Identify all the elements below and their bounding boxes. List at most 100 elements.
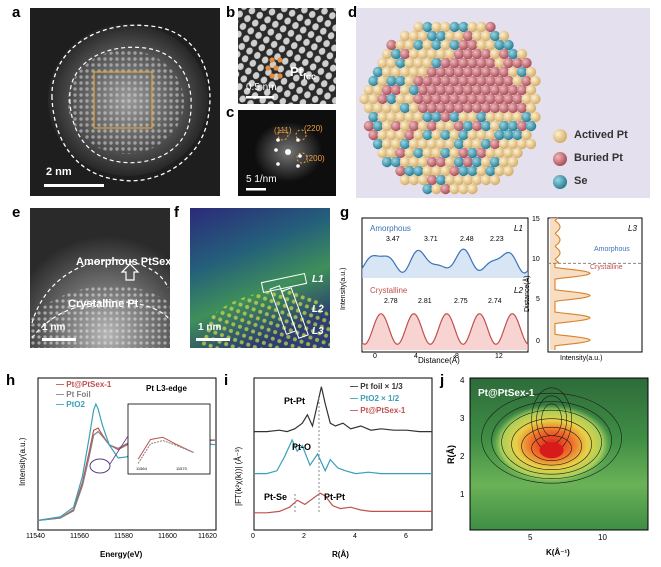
g-right-plot — [548, 217, 642, 350]
surface-atom — [377, 129, 388, 141]
surface-atom — [381, 156, 393, 168]
surface-atom — [480, 138, 492, 150]
surface-atom — [381, 138, 393, 150]
panel-c-svg — [246, 122, 322, 191]
h-xtick: 11580 — [114, 533, 133, 540]
surface-atom — [386, 39, 397, 51]
buried-pt-atom — [494, 93, 505, 105]
g-crystalline-fill — [362, 313, 528, 350]
surface-atom — [413, 147, 424, 159]
surface-atom — [372, 66, 384, 78]
up-arrow-icon — [120, 263, 140, 281]
surface-atom — [458, 165, 469, 177]
surface-atom — [431, 147, 442, 159]
g-right-frame — [547, 217, 643, 353]
g-left-frame — [361, 217, 529, 353]
surface-atom — [372, 102, 384, 114]
j-title: Pt@PtSex-1 — [478, 388, 535, 399]
surface-atom — [489, 30, 501, 42]
panel-letter-b: b — [226, 4, 236, 21]
buried-pt-atom — [462, 66, 474, 78]
surface-atom — [377, 111, 388, 123]
h-xtick: 11620 — [198, 533, 217, 540]
spot-111: (111) — [274, 126, 292, 135]
surface-atom — [485, 111, 496, 123]
surface-atom — [390, 120, 402, 132]
surface-atom — [440, 129, 451, 141]
surface-atom — [476, 129, 487, 141]
buried-pt-atom — [440, 75, 451, 87]
surface-atom — [476, 165, 487, 177]
label-l3: L3 — [312, 326, 324, 337]
scale-bar — [246, 96, 274, 99]
g-rytick: 10 — [532, 256, 540, 263]
surface-atom — [489, 120, 501, 132]
surface-atom — [404, 111, 415, 123]
surface-atom — [476, 21, 487, 33]
surface-atom — [399, 48, 411, 60]
buried-pt-atom — [476, 93, 487, 105]
buried-pt-atom — [417, 102, 429, 114]
surface-atom — [471, 174, 483, 186]
panel-f-colormap: L1 L2 L3 1 nm — [190, 208, 330, 348]
h-xtick: 11600 — [158, 533, 177, 540]
buried-pt-atom — [489, 66, 501, 78]
surface-atom — [498, 120, 510, 132]
surface-atom — [512, 111, 523, 123]
surface-atom — [390, 138, 402, 150]
surface-atom — [516, 120, 528, 132]
surface-atom — [381, 102, 393, 114]
surface-atom — [372, 84, 384, 96]
surface-atom — [372, 120, 384, 132]
surface-atom — [381, 48, 393, 60]
surface-atom — [372, 138, 384, 150]
surface-atom — [494, 39, 505, 51]
buried-pt-atom — [480, 84, 492, 96]
spot-220: (220) — [304, 124, 323, 133]
surface-atom — [422, 165, 433, 177]
buried-pt-atom — [458, 39, 469, 51]
buried-pt-atom — [453, 66, 465, 78]
i-plot — [254, 386, 432, 514]
surface-atom — [408, 84, 420, 96]
g-amorphous-label: Amorphous — [370, 224, 411, 233]
surface-atom — [431, 129, 442, 141]
surface-atom — [507, 156, 519, 168]
surface-atom — [386, 129, 397, 141]
surface-atom — [404, 165, 415, 177]
panel-g-svg — [361, 217, 643, 353]
buried-pt-atom — [507, 84, 519, 96]
j-ylabel: R(Å) — [446, 445, 456, 464]
surface-atom — [458, 111, 469, 123]
crystalline-boundary — [31, 301, 170, 339]
surface-atom — [440, 21, 451, 33]
buried-pt-atom — [444, 102, 456, 114]
buried-pt-atom — [449, 57, 460, 69]
i-legend-3: — Pt@PtSex-1 — [350, 406, 406, 415]
panel-a-stem-image: 2 nm — [30, 8, 220, 196]
surface-atom — [368, 111, 379, 123]
surface-atom — [408, 156, 420, 168]
buried-pt-atom — [444, 66, 456, 78]
surface-atom — [431, 111, 442, 123]
fft-spot — [296, 138, 300, 142]
g-spacing-a3: 2.48 — [460, 236, 474, 243]
buried-pt-atom — [471, 66, 483, 78]
g-rytick: 5 — [536, 296, 540, 303]
g-left-plot — [361, 248, 529, 350]
buried-pt-atom — [413, 93, 424, 105]
surface-atom — [444, 138, 456, 150]
g-amorphous-line — [361, 248, 529, 274]
fft-spot — [296, 164, 300, 168]
buried-pt-atom — [435, 84, 447, 96]
h-zoom-circle — [89, 458, 111, 474]
surface-atom — [471, 120, 483, 132]
g-l3: L3 — [628, 224, 637, 233]
surface-atom — [386, 93, 397, 105]
buried-pt-atom — [516, 84, 528, 96]
surface-atom — [413, 111, 424, 123]
line-box-l3 — [281, 287, 309, 339]
buried-pt-atom — [431, 75, 442, 87]
panel-b-scale-label: 0.5 nm — [246, 82, 277, 93]
surface-atom — [480, 174, 492, 186]
